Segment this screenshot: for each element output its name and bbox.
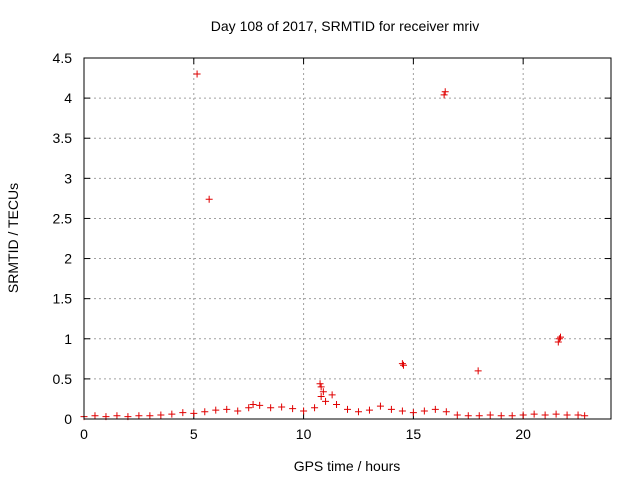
data-point	[168, 410, 176, 418]
data-point	[135, 412, 143, 420]
data-point	[519, 411, 527, 419]
y-tick-label: 3.5	[53, 130, 73, 146]
data-point	[311, 404, 319, 412]
x-axis-label: GPS time / hours	[294, 458, 401, 474]
data-point	[365, 406, 373, 414]
x-tick-label: 15	[406, 426, 422, 442]
x-tick-label: 20	[515, 426, 531, 442]
data-point	[317, 383, 325, 391]
plot-frame	[83, 57, 612, 420]
data-point	[554, 338, 562, 346]
data-point	[234, 407, 242, 415]
data-point	[256, 401, 264, 409]
data-point	[157, 411, 165, 419]
data-point	[530, 410, 538, 418]
data-point	[322, 397, 330, 405]
data-point	[464, 412, 472, 420]
data-point	[205, 195, 213, 203]
data-point	[541, 411, 549, 419]
data-point	[354, 408, 362, 416]
y-tick-label: 2	[64, 251, 72, 267]
y-tick-label: 3	[64, 170, 72, 186]
data-point	[398, 407, 406, 415]
chart-title: Day 108 of 2017, SRMTID for receiver mri…	[211, 18, 479, 34]
x-tick-label: 10	[296, 426, 312, 442]
data-point	[278, 403, 286, 411]
data-point	[555, 335, 563, 343]
data-point	[317, 393, 325, 401]
y-tick-label: 1.5	[53, 291, 73, 307]
data-point	[563, 411, 571, 419]
data-point	[552, 410, 560, 418]
data-point	[344, 405, 351, 413]
data-point	[399, 361, 407, 369]
data-point	[249, 401, 257, 409]
data-point	[319, 388, 327, 396]
data-point	[387, 405, 395, 413]
x-tick-label: 0	[80, 426, 88, 442]
data-point	[409, 409, 417, 417]
data-point	[508, 412, 516, 420]
data-point	[420, 407, 428, 415]
data-point	[300, 407, 308, 415]
data-point	[179, 409, 187, 417]
data-point	[486, 411, 494, 419]
y-tick-label: 4.5	[53, 50, 73, 66]
data-point	[328, 391, 336, 399]
data-point	[223, 405, 231, 413]
y-tick-label: 1	[64, 331, 72, 347]
y-tick-label: 2.5	[53, 210, 73, 226]
y-axis-label: SRMTID / TECUs	[5, 183, 21, 293]
data-point	[376, 402, 384, 410]
data-point	[316, 380, 324, 388]
data-point	[497, 412, 505, 420]
data-point	[475, 412, 483, 420]
data-point	[440, 91, 448, 99]
data-point	[453, 411, 461, 419]
data-point	[398, 360, 406, 368]
y-tick-label: 0	[64, 411, 72, 427]
data-points	[80, 70, 589, 421]
data-point	[556, 333, 564, 341]
y-tick-label: 4	[64, 90, 72, 106]
data-point	[212, 406, 220, 414]
data-point	[193, 70, 201, 78]
data-point	[289, 405, 297, 413]
axis-ticks: 0 0.5 1 1.5 2 2.5 3 3.5 4 4.5 0 5 10 15 20	[53, 50, 611, 442]
data-point	[190, 409, 198, 417]
data-point	[91, 412, 99, 420]
data-point	[441, 88, 449, 96]
data-point	[574, 411, 582, 419]
data-point	[267, 404, 275, 412]
data-point	[113, 412, 121, 420]
data-point	[146, 412, 154, 420]
grid-lines	[84, 58, 611, 419]
data-point	[245, 404, 253, 412]
data-point	[474, 367, 482, 375]
y-tick-label: 0.5	[53, 371, 73, 387]
data-point	[581, 412, 589, 420]
data-point	[431, 405, 439, 413]
data-point	[333, 401, 341, 409]
data-point	[201, 408, 209, 416]
data-point	[442, 408, 450, 416]
x-tick-label: 5	[190, 426, 198, 442]
